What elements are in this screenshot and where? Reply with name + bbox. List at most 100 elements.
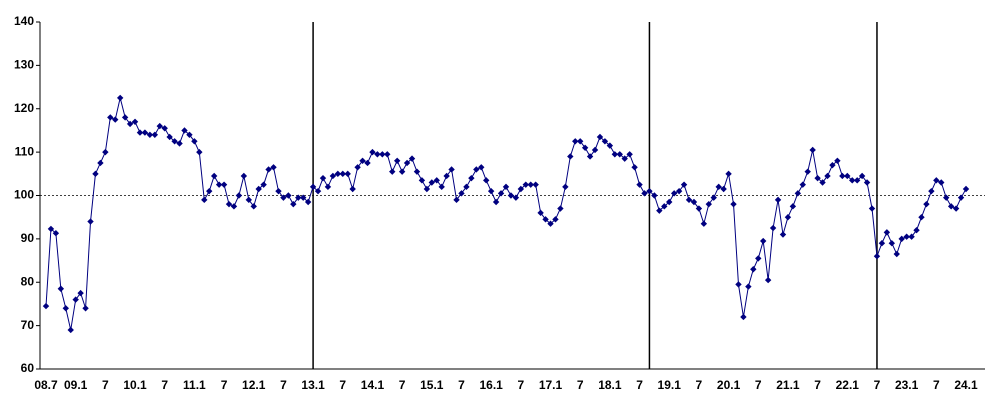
data-point	[309, 183, 317, 191]
data-point	[537, 209, 544, 217]
data-point	[408, 155, 416, 162]
x-tick-label: 7	[458, 378, 465, 392]
data-point	[62, 305, 69, 312]
data-point	[349, 185, 356, 193]
y-tick-label: 90	[21, 231, 35, 245]
x-tick-label: 22.1	[836, 378, 860, 392]
data-point	[745, 283, 752, 290]
x-tick-label: 24.1	[954, 378, 978, 392]
y-tick-label: 120	[14, 101, 34, 115]
data-point	[418, 177, 426, 184]
data-point	[478, 164, 485, 171]
x-tick-label: 19.1	[658, 378, 682, 392]
x-tick-label: 09.1	[64, 378, 88, 392]
x-tick-label: 20.1	[717, 378, 741, 392]
data-point	[210, 172, 218, 180]
data-point	[364, 159, 371, 167]
data-point	[497, 190, 505, 197]
data-point	[290, 200, 297, 208]
x-tick-label: 14.1	[361, 378, 385, 392]
x-tick-label: 7	[161, 378, 168, 392]
data-point	[295, 194, 302, 201]
x-tick-label: 7	[577, 378, 584, 392]
y-tick-label: 60	[21, 361, 35, 375]
data-point	[923, 200, 930, 208]
data-point	[468, 174, 475, 182]
data-point	[453, 196, 460, 204]
data-point	[730, 200, 737, 208]
data-point	[873, 253, 881, 260]
data-point	[586, 153, 594, 160]
data-point	[527, 181, 534, 188]
data-point	[121, 114, 129, 121]
data-point	[819, 179, 826, 186]
x-tick-label: 7	[280, 378, 287, 392]
data-point	[131, 118, 139, 125]
data-point	[359, 157, 366, 164]
data-point	[87, 218, 94, 225]
data-point	[720, 185, 727, 193]
data-point	[285, 192, 292, 199]
data-point	[829, 161, 836, 169]
data-point	[774, 196, 782, 204]
data-point	[403, 159, 411, 167]
data-point	[443, 172, 450, 180]
data-point	[764, 276, 772, 284]
data-point	[314, 187, 322, 195]
data-point	[868, 205, 876, 212]
data-point	[928, 187, 935, 195]
data-point	[230, 203, 238, 210]
data-point	[844, 172, 851, 180]
data-point	[47, 225, 55, 233]
data-point	[319, 174, 327, 182]
y-tick-label: 110	[15, 144, 35, 158]
data-point	[339, 170, 346, 178]
data-point	[784, 213, 792, 221]
data-point	[824, 172, 831, 180]
y-tick-label: 100	[14, 188, 34, 202]
data-point	[646, 187, 653, 195]
data-point	[789, 203, 797, 210]
data-point	[685, 196, 693, 204]
data-point	[275, 187, 282, 195]
data-point	[517, 185, 525, 193]
data-point	[146, 131, 154, 138]
data-point	[473, 166, 480, 173]
data-point	[616, 151, 623, 158]
x-tick-label: 13.1	[301, 378, 325, 392]
x-tick-label: 23.1	[895, 378, 919, 392]
data-point	[760, 237, 767, 245]
data-point	[72, 296, 79, 303]
data-point	[883, 229, 891, 236]
data-point	[567, 153, 574, 160]
data-point	[675, 187, 683, 195]
data-point	[438, 183, 445, 191]
data-point	[126, 120, 134, 128]
data-point	[428, 179, 436, 186]
data-point	[581, 144, 589, 151]
data-point	[576, 138, 584, 145]
data-point	[166, 133, 173, 141]
data-point	[270, 164, 277, 171]
data-point	[97, 159, 104, 167]
data-point	[112, 116, 119, 123]
data-point	[611, 151, 619, 158]
data-point	[374, 151, 381, 158]
data-point	[908, 233, 915, 240]
data-point	[156, 122, 163, 130]
y-tick-label: 80	[21, 274, 35, 288]
data-point	[379, 151, 386, 158]
data-point	[463, 183, 470, 191]
data-point	[804, 168, 811, 175]
data-point	[512, 194, 520, 201]
data-point	[245, 196, 252, 204]
data-point	[606, 142, 614, 149]
data-point	[913, 227, 920, 234]
x-tick-label: 21.1	[776, 378, 800, 392]
x-tick-label: 7	[221, 378, 228, 392]
y-tick-label: 140	[14, 14, 34, 28]
data-point	[888, 240, 896, 247]
x-tick-label: 7	[814, 378, 821, 392]
data-point	[448, 166, 455, 173]
x-tick-label: 7	[102, 378, 109, 392]
